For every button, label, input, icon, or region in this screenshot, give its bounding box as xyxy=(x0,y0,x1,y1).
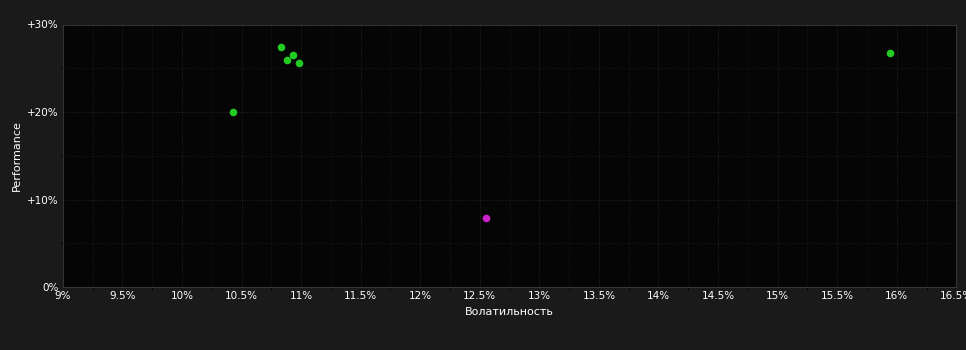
Point xyxy=(291,60,306,66)
Point xyxy=(225,109,241,115)
Point xyxy=(478,215,494,221)
Point xyxy=(882,50,897,56)
Y-axis label: Performance: Performance xyxy=(12,120,21,191)
Point xyxy=(285,52,300,58)
Point xyxy=(279,57,295,62)
Point xyxy=(273,44,289,50)
X-axis label: Волатильность: Волатильность xyxy=(465,307,554,317)
